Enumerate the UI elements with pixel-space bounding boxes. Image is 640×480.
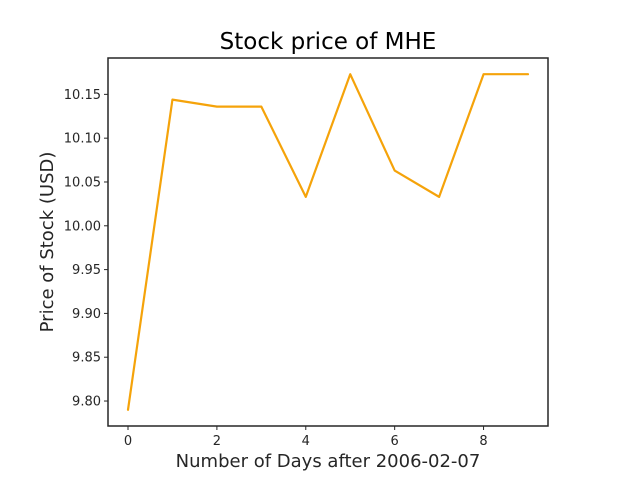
y-tick-label: 9.85: [72, 351, 101, 366]
x-tick-label: 6: [391, 434, 399, 449]
chart-title: Stock price of MHE: [220, 29, 437, 55]
y-tick-label: 10.00: [64, 219, 101, 234]
x-tick-label: 0: [124, 434, 132, 449]
y-tick-label: 9.95: [72, 263, 101, 278]
series-line: [126, 73, 530, 411]
y-tick-label: 9.90: [72, 307, 101, 322]
y-tick-label: 10.10: [64, 132, 101, 147]
y-axis-ticks: 9.80 9.85 9.90 9.95 10.00 10.05 10.10 10.15: [64, 88, 108, 410]
x-axis-label: Number of Days after 2006-02-07: [176, 451, 481, 472]
y-tick-label: 10.15: [64, 88, 101, 103]
x-tick-label: 2: [213, 434, 221, 449]
plot-area-frame: [107, 57, 549, 427]
y-axis-label: Price of Stock (USD): [37, 152, 58, 333]
x-axis-ticks: 0 2 4 6 8: [124, 426, 488, 449]
x-tick-label: 8: [479, 434, 487, 449]
x-tick-label: 4: [302, 434, 310, 449]
y-tick-label: 10.05: [64, 175, 101, 190]
series-layer: [126, 73, 530, 411]
y-tick-label: 9.80: [72, 395, 101, 410]
